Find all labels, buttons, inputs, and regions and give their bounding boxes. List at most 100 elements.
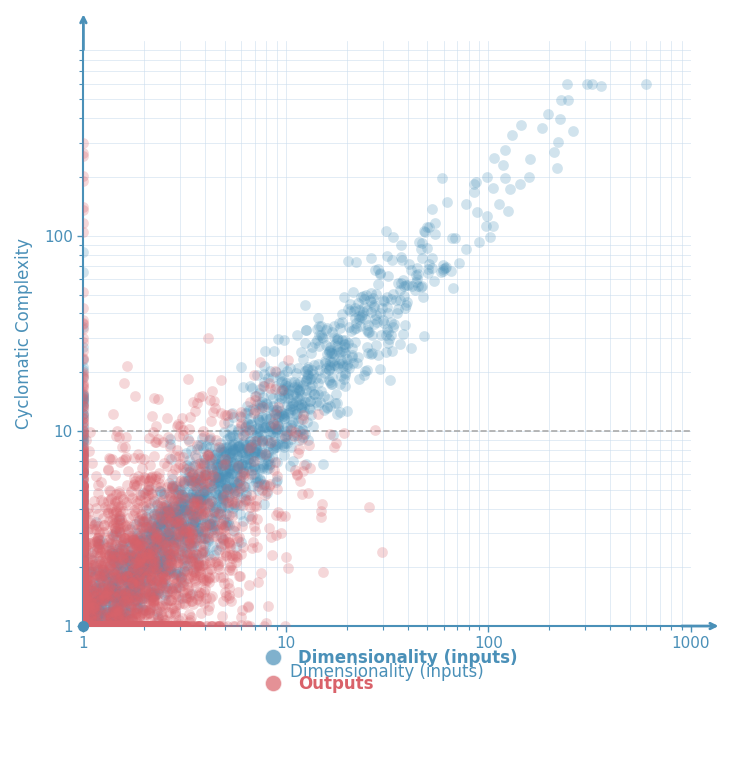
- Point: [77, 361, 89, 373]
- Point: [243, 464, 255, 476]
- Point: [127, 509, 139, 521]
- Point: [100, 569, 112, 582]
- Point: [537, 122, 548, 135]
- Point: [163, 523, 174, 535]
- Point: [170, 581, 182, 594]
- Point: [134, 474, 146, 487]
- Point: [220, 480, 231, 492]
- Point: [96, 563, 108, 576]
- Point: [154, 517, 166, 530]
- Point: [206, 553, 218, 566]
- Point: [79, 620, 91, 633]
- Point: [77, 467, 89, 479]
- Point: [210, 519, 221, 531]
- Point: [228, 523, 239, 536]
- Point: [226, 549, 238, 562]
- Point: [234, 410, 246, 422]
- Point: [90, 620, 101, 633]
- Point: [150, 620, 162, 633]
- Point: [104, 560, 115, 573]
- Point: [248, 500, 260, 513]
- Point: [191, 505, 202, 517]
- Point: [640, 78, 652, 90]
- Point: [77, 371, 89, 383]
- Point: [168, 493, 180, 506]
- Point: [78, 507, 90, 520]
- Point: [147, 540, 158, 552]
- Point: [218, 513, 229, 526]
- Point: [137, 544, 149, 556]
- Point: [133, 555, 145, 568]
- Point: [126, 613, 138, 626]
- Point: [163, 529, 174, 541]
- Point: [107, 555, 118, 568]
- Point: [98, 587, 110, 600]
- Point: [77, 454, 89, 467]
- Point: [219, 449, 231, 462]
- Point: [77, 480, 89, 492]
- Point: [175, 576, 187, 588]
- Point: [143, 619, 155, 632]
- Point: [166, 620, 178, 633]
- Point: [77, 430, 89, 442]
- Point: [166, 473, 178, 485]
- Point: [111, 620, 123, 633]
- Point: [200, 620, 212, 633]
- Point: [188, 516, 199, 529]
- Point: [105, 532, 117, 545]
- Point: [235, 417, 247, 429]
- Point: [138, 620, 150, 633]
- Point: [245, 441, 256, 453]
- Point: [232, 456, 244, 469]
- Point: [77, 615, 89, 627]
- Point: [110, 555, 121, 567]
- Point: [280, 429, 292, 442]
- Point: [139, 601, 151, 613]
- Point: [245, 467, 257, 480]
- Point: [126, 530, 138, 542]
- Point: [183, 616, 195, 629]
- Point: [209, 526, 220, 538]
- Point: [119, 552, 131, 564]
- Point: [82, 587, 94, 600]
- Point: [227, 473, 239, 485]
- Point: [77, 609, 89, 622]
- Point: [169, 540, 180, 552]
- Point: [331, 407, 342, 420]
- Point: [223, 518, 234, 530]
- Point: [91, 599, 103, 612]
- Point: [116, 620, 128, 633]
- Point: [113, 620, 125, 633]
- Point: [153, 620, 165, 633]
- Point: [120, 591, 132, 604]
- Point: [235, 536, 247, 548]
- Point: [77, 604, 89, 616]
- Point: [77, 576, 89, 589]
- Point: [98, 495, 110, 508]
- Point: [88, 571, 100, 583]
- Point: [132, 602, 144, 615]
- Point: [77, 602, 89, 615]
- Point: [131, 502, 143, 514]
- Point: [172, 418, 184, 430]
- Point: [120, 570, 131, 583]
- Point: [229, 479, 241, 492]
- Point: [134, 583, 145, 596]
- Point: [126, 572, 138, 584]
- Point: [145, 487, 157, 499]
- Point: [77, 550, 89, 562]
- Point: [166, 478, 178, 491]
- Point: [126, 620, 137, 633]
- Point: [191, 498, 203, 510]
- Point: [123, 583, 135, 596]
- Point: [96, 620, 107, 633]
- Point: [77, 559, 89, 571]
- Point: [177, 557, 188, 569]
- Point: [77, 608, 89, 620]
- Point: [136, 554, 147, 566]
- Point: [115, 527, 126, 539]
- Point: [281, 425, 293, 437]
- Point: [146, 558, 158, 570]
- Point: [77, 555, 89, 567]
- Point: [77, 516, 89, 528]
